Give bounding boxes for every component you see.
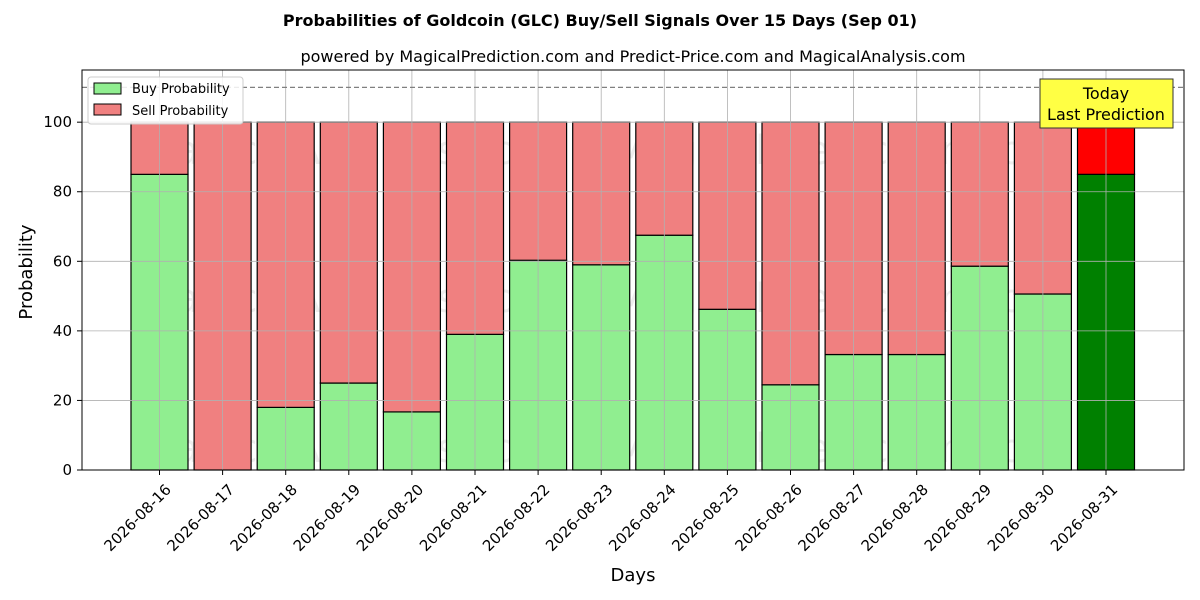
x-tick-label: 2026-08-28 bbox=[858, 481, 932, 555]
y-tick-label: 20 bbox=[53, 391, 72, 409]
x-tick-label: 2026-08-17 bbox=[164, 481, 238, 555]
x-tick-label: 2026-08-21 bbox=[416, 481, 490, 555]
legend-swatch-sell bbox=[93, 103, 122, 116]
x-tick-label: 2026-08-18 bbox=[227, 481, 301, 555]
y-tick-label: 100 bbox=[43, 113, 72, 131]
legend-box bbox=[87, 76, 244, 125]
chart-subtitle: powered by MagicalPrediction.com and Pre… bbox=[300, 47, 965, 66]
x-tick-label: 2026-08-23 bbox=[542, 481, 616, 555]
y-tick-label: 60 bbox=[53, 252, 72, 270]
x-tick-label: 2026-08-22 bbox=[479, 481, 553, 555]
x-tick-label: 2026-08-30 bbox=[984, 481, 1058, 555]
annotation-last-prediction: Last Prediction bbox=[1047, 105, 1165, 124]
x-tick-label: 2026-08-19 bbox=[290, 481, 364, 555]
legend-label-buy: Buy Probability bbox=[132, 82, 230, 97]
y-axis-label: Probability bbox=[16, 224, 37, 319]
plot-area: MagicalAnalysis.comMagicalPrediction.com… bbox=[43, 69, 1185, 555]
x-tick-label: 2026-08-29 bbox=[921, 481, 995, 555]
x-tick-label: 2026-08-25 bbox=[668, 481, 742, 555]
y-tick-label: 40 bbox=[53, 322, 72, 340]
x-tick-label: 2026-08-31 bbox=[1047, 481, 1121, 555]
x-tick-label: 2026-08-26 bbox=[731, 481, 805, 555]
annotation-box bbox=[1039, 78, 1174, 129]
x-tick-label: 2026-08-27 bbox=[795, 481, 869, 555]
x-tick-label: 2026-08-20 bbox=[353, 481, 427, 555]
x-axis-label: Days bbox=[611, 565, 656, 586]
plot-frame bbox=[81, 69, 1185, 471]
x-tick-label: 2026-08-24 bbox=[605, 481, 679, 555]
legend-swatch-buy bbox=[93, 82, 122, 95]
legend-label-sell: Sell Probability bbox=[132, 104, 229, 119]
annotation-today: Today bbox=[1082, 84, 1129, 103]
chart-title: Probabilities of Goldcoin (GLC) Buy/Sell… bbox=[283, 11, 917, 30]
y-tick-label: 80 bbox=[53, 183, 72, 201]
x-tick-label: 2026-08-16 bbox=[100, 481, 174, 555]
y-tick-label: 0 bbox=[62, 461, 72, 479]
